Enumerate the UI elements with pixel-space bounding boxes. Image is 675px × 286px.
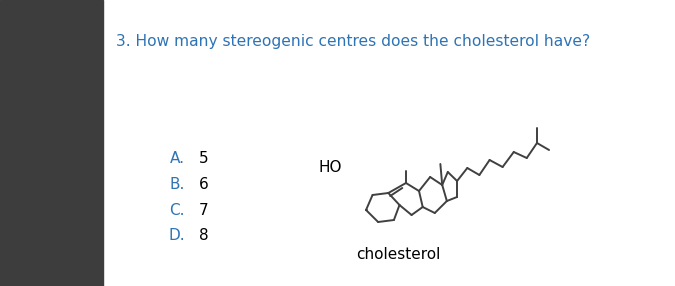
Text: 8: 8	[199, 229, 209, 243]
Text: cholesterol: cholesterol	[356, 247, 440, 262]
Text: B.: B.	[169, 177, 185, 192]
Text: 6: 6	[199, 177, 209, 192]
Text: HO: HO	[319, 160, 342, 175]
Text: C.: C.	[169, 203, 185, 218]
Text: D.: D.	[168, 229, 185, 243]
Text: 7: 7	[199, 203, 209, 218]
Bar	[0, 0, 103, 286]
Text: 5: 5	[199, 151, 209, 166]
Text: A.: A.	[170, 151, 185, 166]
Text: 3. How many stereogenic centres does the cholesterol have?: 3. How many stereogenic centres does the…	[116, 34, 590, 49]
